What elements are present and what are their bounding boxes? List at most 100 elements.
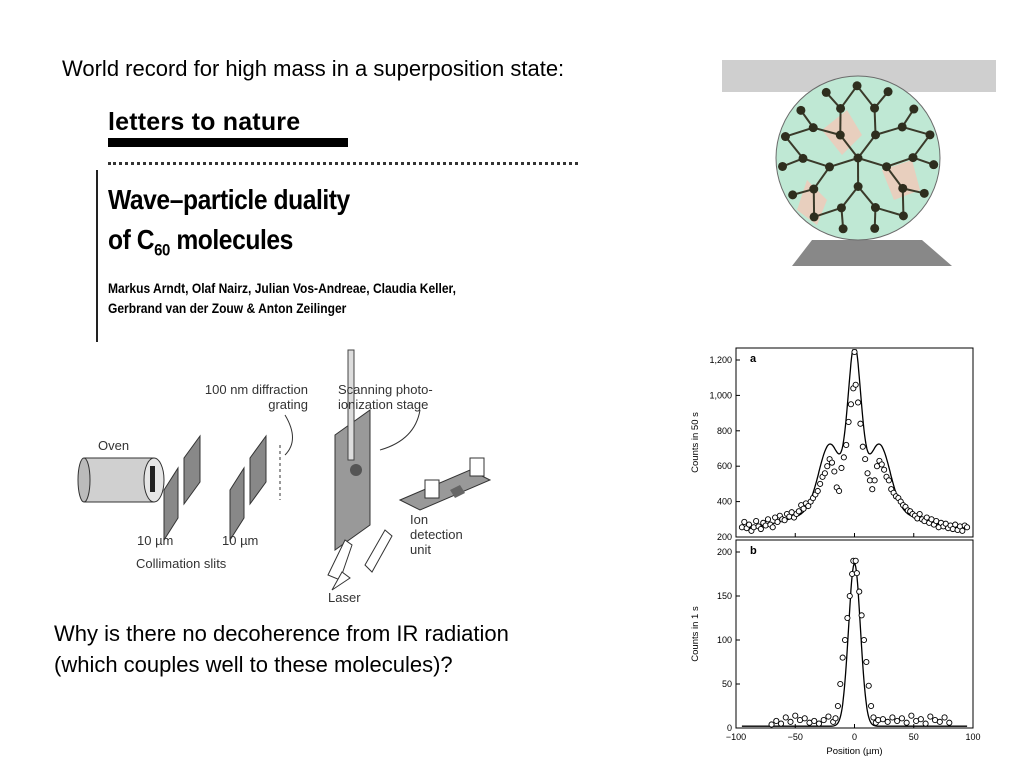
data-point [781, 517, 788, 524]
data-point [832, 715, 839, 722]
data-point [903, 719, 910, 726]
dotted-rule [108, 162, 578, 165]
question-line1: Why is there no decoherence from IR radi… [54, 621, 509, 646]
bond [812, 126, 841, 136]
y-tick-label: 100 [717, 635, 732, 645]
carbon-atom [796, 105, 806, 115]
carbon-atom [898, 211, 908, 221]
paper-authors-line2: Gerbrand van der Zouw & Anton Zeilinger [108, 300, 347, 316]
bond [840, 185, 859, 209]
ion-label-line2: detection [410, 527, 463, 542]
data-point [745, 521, 753, 528]
data-point [795, 508, 802, 515]
fit-curve [741, 349, 968, 530]
data-point [839, 654, 846, 661]
carbon-atom [925, 130, 935, 140]
data-point [864, 470, 871, 477]
data-point [941, 714, 948, 721]
data-point [738, 524, 745, 531]
data-point [927, 713, 934, 720]
y-axis-label: Counts in 1 s [690, 606, 701, 662]
data-point [879, 716, 886, 723]
data-point [853, 570, 860, 577]
title-suffix: molecules [169, 224, 293, 255]
carbon-atom [809, 212, 819, 222]
slit2-width-label: 10 µm [222, 533, 259, 548]
collimation-slits-label: Collimation slits [136, 556, 227, 571]
data-point [757, 525, 764, 533]
x-tick-label: 50 [909, 732, 919, 742]
data-point [946, 719, 953, 726]
carbon-atom [871, 130, 881, 140]
data-point [815, 720, 822, 727]
bond [875, 125, 903, 136]
data-point [774, 518, 781, 526]
carbon-atom [908, 153, 918, 163]
carbon-atom [883, 87, 893, 97]
plot-panel-b: 0 50 100 150 200 Counts in 1 s b −100 −50 0 50 100 P… [690, 539, 981, 757]
panel-label: b [750, 545, 757, 557]
carbon-atom [788, 190, 798, 200]
y-tick-label: 400 [717, 497, 732, 507]
y-tick-label: 800 [717, 426, 732, 436]
data-point [824, 463, 831, 470]
data-point [865, 682, 872, 689]
ionization-stage [334, 349, 421, 551]
data-point [860, 636, 868, 644]
slide-title: World record for high mass in a superpos… [62, 56, 565, 81]
data-point [851, 348, 858, 356]
carbon-atom [929, 160, 939, 170]
carbon-atom [909, 104, 919, 114]
data-point [863, 658, 870, 666]
grating-label-line2: grating [268, 397, 308, 412]
carbon-atom [836, 103, 846, 113]
y-tick-label: 1,000 [709, 390, 732, 400]
data-point [844, 614, 851, 622]
c60-molecule-image [722, 60, 996, 266]
carbon-atom [825, 162, 835, 172]
y-tick-label: 200 [717, 532, 732, 542]
data-point [846, 592, 853, 600]
data-point [885, 477, 892, 484]
section-rule [108, 138, 348, 147]
bond [886, 156, 914, 168]
data-point [898, 715, 905, 722]
grating-label: 100 nm diffraction grating [196, 382, 308, 412]
data-point [753, 518, 760, 525]
carbon-atom [853, 181, 863, 191]
data-point [834, 702, 841, 710]
data-point [870, 714, 877, 721]
data-point [840, 454, 847, 461]
data-point [768, 721, 775, 728]
carbon-atom [870, 203, 880, 213]
data-point [831, 468, 838, 475]
carbon-atom [898, 183, 908, 193]
data-point [821, 470, 828, 477]
ion-detection-unit [398, 457, 492, 511]
data-point [838, 464, 845, 472]
bond [839, 134, 859, 159]
laser-label: Laser [328, 590, 361, 605]
data-point [841, 636, 849, 644]
y-tick-label: 600 [717, 461, 732, 471]
data-point [936, 718, 943, 725]
panel-label: a [750, 353, 757, 365]
grating-label-line1: 100 nm diffraction [204, 382, 308, 397]
data-point [922, 720, 929, 727]
experiment-diagram [77, 349, 492, 591]
data-point [782, 714, 789, 721]
title-prefix: of C [108, 224, 155, 255]
data-point [792, 712, 799, 719]
bond [839, 85, 858, 110]
carbon-atom [821, 87, 831, 97]
data-point [773, 717, 780, 725]
c60-atoms [778, 81, 939, 234]
data-point [800, 505, 807, 512]
bond [875, 206, 904, 217]
bond [812, 166, 831, 190]
bond [912, 134, 931, 159]
paper-title-line1: Wave–particle duality [108, 184, 350, 215]
bond [857, 185, 877, 209]
fit-curve [741, 562, 968, 727]
diffraction-plots: 200 400 600 800 1,000 1,200 Counts in 50 s a 0 50… [690, 347, 981, 757]
